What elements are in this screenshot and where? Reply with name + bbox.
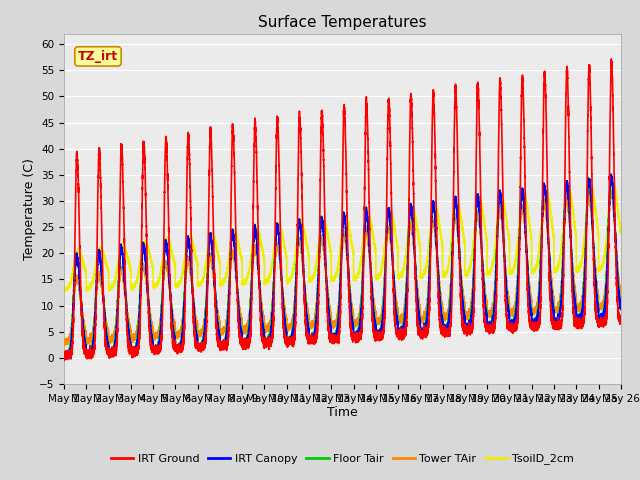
Line: IRT Ground: IRT Ground (64, 59, 621, 360)
IRT Canopy (143, 271, 150, 277)
IRT Ground (345, 295, 353, 300)
IRT Canopy (607, 171, 615, 177)
TsoilD_2cm (60, 289, 68, 295)
Tower TAir (90, 326, 97, 332)
TsoilD_2cm (353, 273, 361, 279)
Floor Tair (60, 357, 68, 363)
TsoilD_2cm (143, 241, 150, 247)
Text: TZ_irt: TZ_irt (78, 50, 118, 63)
TsoilD_2cm (204, 246, 212, 252)
IRT Canopy (353, 331, 361, 337)
Floor Tair (399, 322, 406, 328)
Line: TsoilD_2cm: TsoilD_2cm (64, 179, 621, 292)
Y-axis label: Temperature (C): Temperature (C) (23, 158, 36, 260)
Legend: IRT Ground, IRT Canopy, Floor Tair, Tower TAir, TsoilD_2cm: IRT Ground, IRT Canopy, Floor Tair, Towe… (107, 449, 578, 469)
Line: Floor Tair: Floor Tair (64, 174, 621, 360)
IRT Canopy (399, 324, 406, 330)
IRT Canopy (60, 351, 68, 357)
Title: Surface Temperatures: Surface Temperatures (258, 15, 427, 30)
Tower TAir (399, 311, 406, 317)
IRT Canopy (60, 358, 68, 363)
TsoilD_2cm (617, 231, 625, 237)
IRT Canopy (617, 307, 625, 312)
Floor Tair (345, 278, 353, 284)
TsoilD_2cm (90, 276, 97, 282)
IRT Ground (607, 56, 615, 62)
Tower TAir (204, 270, 212, 276)
IRT Ground (143, 237, 150, 242)
Floor Tair (353, 331, 361, 336)
X-axis label: Time: Time (327, 407, 358, 420)
IRT Ground (617, 320, 625, 325)
Floor Tair (607, 171, 615, 177)
Floor Tair (143, 270, 150, 276)
IRT Ground (60, 349, 68, 355)
TsoilD_2cm (399, 267, 406, 273)
Line: Tower TAir: Tower TAir (64, 190, 621, 346)
Floor Tair (60, 351, 68, 357)
IRT Canopy (204, 263, 212, 269)
Floor Tair (90, 334, 97, 339)
IRT Ground (90, 349, 97, 355)
TsoilD_2cm (345, 225, 353, 230)
Tower TAir (607, 187, 615, 193)
Tower TAir (60, 343, 68, 348)
Tower TAir (60, 337, 68, 343)
Tower TAir (345, 277, 353, 283)
Tower TAir (353, 319, 361, 324)
Line: IRT Canopy: IRT Canopy (64, 174, 621, 360)
IRT Ground (60, 357, 68, 363)
Floor Tair (204, 256, 212, 262)
Tower TAir (617, 293, 625, 299)
IRT Ground (204, 254, 212, 260)
Floor Tair (617, 304, 625, 310)
IRT Ground (399, 326, 406, 332)
IRT Canopy (345, 281, 353, 287)
TsoilD_2cm (60, 285, 68, 291)
TsoilD_2cm (609, 176, 617, 182)
IRT Canopy (90, 340, 97, 346)
IRT Ground (353, 334, 361, 339)
Tower TAir (143, 280, 150, 286)
